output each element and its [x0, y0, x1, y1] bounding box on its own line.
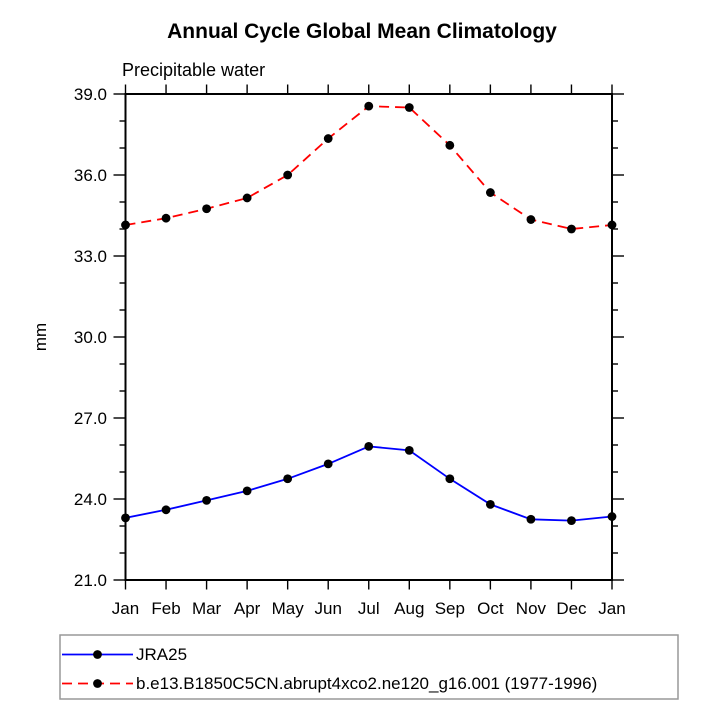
y-tick-label: 21.0 [74, 571, 107, 590]
data-point-marker [364, 101, 374, 111]
x-tick-label: Feb [151, 599, 180, 618]
data-point-marker [323, 134, 333, 143]
x-tick-label: Apr [234, 599, 261, 618]
x-tick-label: Jul [358, 599, 380, 618]
x-tick-label: Jan [112, 599, 139, 618]
series-plot-area [121, 101, 617, 525]
y-axis-label: mm [31, 323, 50, 351]
legend: JRA25 b.e13.B1850C5CN.abrupt4xco2.ne120_… [59, 634, 679, 700]
data-point-marker [161, 505, 171, 515]
x-axis-ticks [124, 84, 613, 590]
legend-entry-jra25: JRA25 [62, 645, 187, 664]
series-line-dashed [125, 105, 613, 230]
data-point-marker [567, 224, 576, 234]
data-point-marker [283, 474, 293, 484]
series-line-solid [125, 445, 613, 522]
data-point-marker [364, 441, 374, 451]
legend-label-jra25: JRA25 [136, 645, 187, 664]
x-tick-label: Aug [394, 599, 424, 618]
data-point-marker [202, 204, 211, 214]
legend-entry-model-run: b.e13.B1850C5CN.abrupt4xco2.ne120_g16.00… [62, 674, 597, 693]
data-point-marker [323, 459, 333, 469]
data-point-marker [242, 193, 252, 203]
y-tick-label: 24.0 [74, 490, 107, 509]
x-tick-label: Jun [314, 599, 341, 618]
legend-box [59, 634, 679, 700]
data-point-marker [485, 500, 495, 509]
plot-frame [124, 93, 613, 581]
y-axis-ticks [113, 93, 624, 581]
data-point-marker [404, 103, 414, 112]
data-point-marker [526, 215, 536, 224]
data-point-marker [567, 516, 576, 525]
data-point-marker [242, 486, 252, 496]
data-point-marker [445, 474, 455, 484]
y-tick-label: 36.0 [74, 166, 107, 185]
x-tick-label: Jan [598, 599, 625, 618]
data-point-marker [404, 446, 414, 455]
legend-marker-icon [93, 650, 102, 659]
chart-title: Annual Cycle Global Mean Climatology [167, 20, 557, 43]
x-tick-label: Dec [556, 599, 587, 618]
data-point-marker [607, 220, 617, 230]
data-point-marker [121, 513, 130, 523]
data-point-marker [283, 170, 293, 180]
data-point-marker [161, 213, 171, 223]
legend-marker-icon [93, 679, 102, 688]
data-point-marker [121, 220, 130, 230]
x-axis-tick-labels: Jan Feb Mar Apr May Jun Jul Aug Sep Oct Nov Dec Jan [112, 599, 626, 618]
x-tick-label: Oct [477, 599, 504, 618]
y-axis-tick-labels: 21.0 24.0 27.0 30.0 33.0 36.0 39.0 [74, 85, 107, 590]
data-point-marker [202, 495, 211, 505]
x-tick-label: Mar [192, 599, 222, 618]
data-point-marker [485, 188, 495, 197]
y-tick-label: 33.0 [74, 247, 107, 266]
x-tick-label: Nov [516, 599, 547, 618]
y-tick-label: 30.0 [74, 328, 107, 347]
data-point-marker [526, 514, 536, 524]
x-tick-label: Sep [435, 599, 465, 618]
y-tick-label: 39.0 [74, 85, 107, 104]
x-tick-label: May [272, 599, 305, 618]
data-point-marker [607, 512, 617, 521]
data-point-marker [445, 140, 455, 150]
y-tick-label: 27.0 [74, 409, 107, 428]
legend-label-model-run: b.e13.B1850C5CN.abrupt4xco2.ne120_g16.00… [136, 674, 597, 693]
chart-subtitle: Precipitable water [122, 60, 265, 80]
